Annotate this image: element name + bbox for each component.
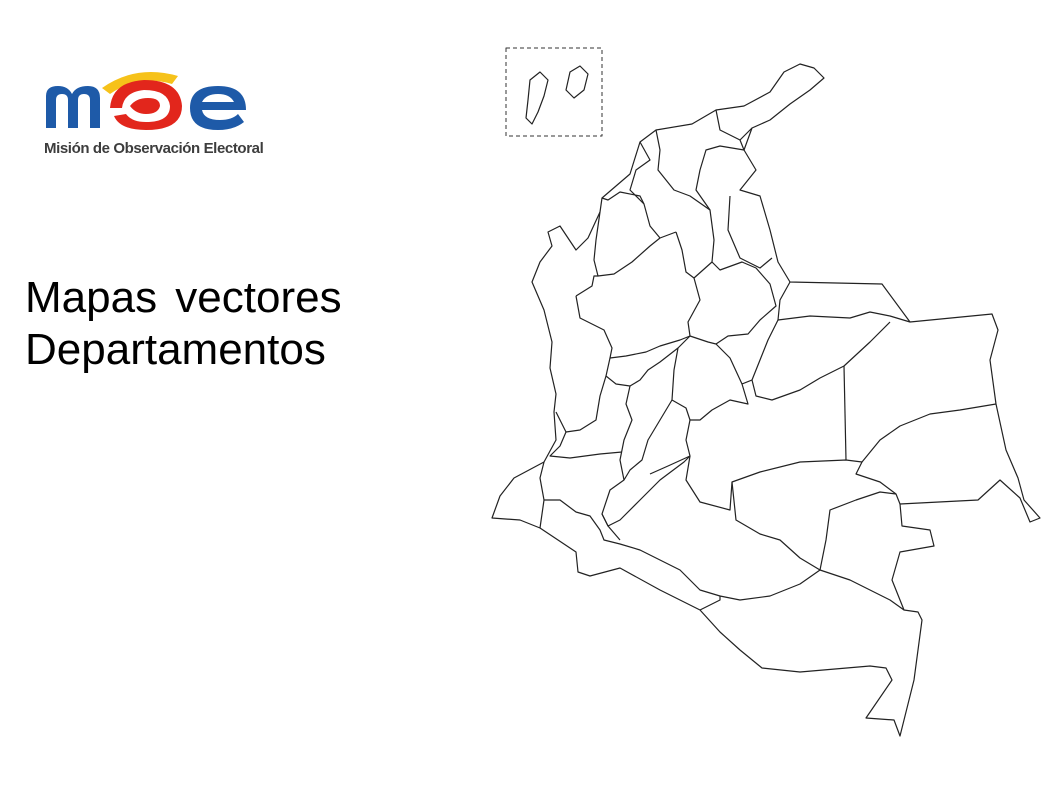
dept-border	[855, 403, 997, 505]
dept-border	[549, 431, 623, 459]
island-providencia	[565, 65, 589, 99]
dept-border	[649, 383, 749, 475]
title-line-1: Mapas vectores	[25, 273, 342, 322]
island-san-andres	[525, 71, 549, 125]
logo-yellow-arc	[102, 72, 178, 94]
dept-border	[843, 365, 847, 461]
dept-border	[539, 461, 545, 529]
logo-red-inner	[130, 98, 160, 114]
dept-border	[555, 375, 607, 433]
dept-border	[575, 275, 598, 297]
dept-border	[575, 295, 691, 359]
page-title: Mapas vectores Departamentos	[25, 272, 342, 376]
logo-letter-e	[190, 86, 246, 130]
dept-border	[777, 281, 911, 323]
title-line-2: Departamentos	[25, 325, 326, 374]
dept-border	[731, 481, 821, 571]
dept-border	[711, 261, 777, 345]
dept-border	[715, 343, 753, 385]
dept-border	[601, 513, 621, 541]
moe-logo-mark	[46, 72, 246, 130]
dept-border	[629, 141, 677, 239]
dept-border	[671, 335, 691, 421]
moe-logo: Misión de Observación Electoral	[40, 66, 280, 166]
logo-red-swirl	[110, 80, 182, 130]
dept-border	[544, 499, 721, 597]
dept-border	[751, 319, 891, 401]
dept-border	[601, 191, 645, 205]
dept-border	[619, 385, 633, 481]
dept-border	[605, 347, 679, 387]
dept-border	[695, 139, 745, 263]
country-outline	[491, 63, 1041, 737]
dept-border	[699, 596, 721, 611]
dept-border	[715, 109, 753, 141]
dept-border	[655, 129, 711, 211]
logo-letter-m	[46, 86, 100, 128]
dept-border	[601, 399, 691, 527]
dept-border	[675, 231, 713, 279]
logo-subtitle: Misión de Observación Electoral	[44, 140, 264, 157]
dept-border	[687, 277, 717, 345]
dept-border	[593, 211, 661, 277]
island-inset-frame	[505, 47, 603, 137]
dept-border	[727, 195, 773, 269]
dept-border	[819, 491, 897, 571]
